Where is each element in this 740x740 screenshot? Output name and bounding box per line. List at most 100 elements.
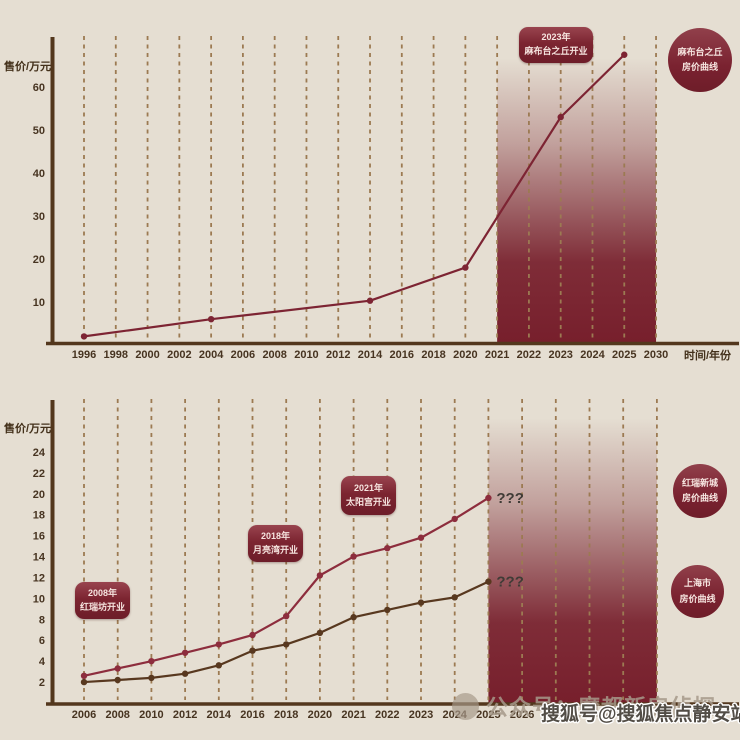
- data-point-marker: [283, 641, 290, 648]
- data-point-marker: [148, 674, 155, 682]
- wechat-watermark: 公众号：魔都新房侦探: [452, 690, 716, 722]
- event-badge-azabudai-2023: 2023年 麻布台之丘开业: [519, 27, 593, 63]
- x-tick-label: 2020: [453, 349, 477, 361]
- data-point-marker: [249, 631, 256, 639]
- data-point-marker: [114, 665, 121, 672]
- x-tick-label: 2008: [262, 349, 286, 361]
- badge-year-label: 2018年: [260, 530, 291, 541]
- y-tick-label: 10: [33, 593, 45, 605]
- x-tick-label: 1996: [72, 349, 96, 361]
- x-tick-label: 2020: [308, 709, 332, 721]
- y-tick-label: 50: [33, 125, 45, 137]
- unknown-future-value: ???: [496, 574, 524, 591]
- badge-year-label: 2008年: [87, 587, 118, 598]
- x-tick-label: 2026: [510, 709, 534, 721]
- data-point-marker: [485, 578, 492, 585]
- x-tick-label: 2010: [294, 349, 318, 361]
- y-tick-label: 20: [33, 254, 45, 266]
- top-chart-x-axis-label: 时间/年份: [684, 350, 732, 362]
- x-tick-label: 2025: [476, 709, 500, 721]
- data-point-marker: [181, 649, 189, 656]
- data-point-marker: [316, 572, 324, 579]
- legend-series-name: 上海市: [683, 578, 711, 589]
- badge-event-label: 红瑞坊开业: [79, 601, 125, 612]
- data-point-marker: [80, 678, 88, 686]
- x-tick-label: 2000: [135, 349, 159, 361]
- y-tick-label: 20: [33, 489, 45, 501]
- y-tick-label: 10: [33, 297, 45, 309]
- data-point-marker: [148, 657, 155, 665]
- y-tick-label: 30: [33, 211, 45, 223]
- x-tick-label: 2014: [207, 709, 232, 721]
- data-point-marker: [451, 594, 458, 601]
- x-tick-label: 2022: [517, 349, 541, 361]
- data-point-marker: [215, 662, 222, 669]
- event-badge-taiyanggong-2021: 2021年 太阳宫开业: [341, 476, 396, 515]
- x-tick-label: 1998: [104, 349, 128, 361]
- data-point-marker: [366, 297, 374, 304]
- data-point-marker: [384, 606, 391, 614]
- x-tick-label: 2012: [173, 709, 197, 721]
- x-tick-label: 2030: [644, 349, 668, 361]
- wechat-logo-icon: [452, 692, 479, 720]
- wechat-watermark-text: 公众号：魔都新房侦探: [486, 695, 717, 720]
- x-tick-label: 2014: [358, 349, 383, 361]
- data-point-marker: [384, 544, 391, 552]
- y-tick-label: 40: [33, 168, 45, 180]
- x-tick-label: 2023: [409, 709, 433, 721]
- y-tick-label: 60: [33, 82, 45, 94]
- y-tick-label: 6: [39, 635, 45, 647]
- top-chart-y-axis-label: 售价/万元: [4, 61, 52, 73]
- y-tick-label: 22: [33, 468, 45, 480]
- x-tick-label: 2016: [240, 709, 264, 721]
- data-point-marker: [316, 629, 324, 637]
- y-tick-label: 14: [33, 552, 46, 564]
- x-tick-label: 2025: [612, 349, 636, 361]
- y-tick-label: 4: [39, 656, 46, 668]
- x-tick-label: 2018: [274, 709, 298, 721]
- y-tick-label: 18: [33, 510, 45, 522]
- price-line: [83, 53, 626, 338]
- x-tick-label: 2004: [199, 349, 224, 361]
- x-tick-label: 2016: [390, 349, 414, 361]
- data-point-marker: [462, 264, 469, 271]
- data-point-marker: [350, 614, 357, 621]
- future-highlight-region: [488, 418, 657, 703]
- future-highlight-region: [497, 58, 657, 342]
- badge-event-label: 月亮湾开业: [252, 544, 298, 555]
- bottom-chart-y-axis-label: 售价/万元: [4, 423, 52, 435]
- x-tick-label: 2002: [167, 349, 191, 361]
- legend-series-label: 房价曲线: [679, 593, 716, 604]
- y-tick-label: 2: [39, 677, 45, 689]
- y-tick-label: 24: [33, 447, 46, 459]
- x-tick-label: 2006: [72, 709, 96, 721]
- data-point-marker: [181, 670, 189, 677]
- data-point-marker: [207, 316, 215, 323]
- data-point-marker: [80, 333, 88, 340]
- x-tick-label: 2021: [485, 349, 509, 361]
- badge-year-label: 2023年: [541, 32, 571, 43]
- legend-series-label: 房价曲线: [681, 493, 718, 503]
- x-tick-label: 2010: [139, 709, 163, 721]
- x-tick-label: 2021: [341, 709, 365, 721]
- data-point-marker: [557, 113, 564, 121]
- data-point-marker: [451, 515, 458, 523]
- data-point-marker: [621, 51, 628, 58]
- badge-event-label: 麻布台之丘开业: [524, 46, 588, 56]
- data-point-marker: [215, 641, 222, 648]
- x-tick-label: 2022: [375, 709, 399, 721]
- data-point-marker: [114, 676, 121, 684]
- x-tick-label: 2024: [580, 349, 605, 361]
- legend-circle-shanghai: 上海市 房价曲线: [671, 565, 724, 618]
- sohu-watermark-text: 搜狐号@搜狐焦点静安站: [541, 704, 740, 725]
- data-point-marker: [485, 494, 492, 502]
- legend-series-name: 红瑞新城: [681, 477, 718, 488]
- data-point-marker: [417, 599, 425, 606]
- y-tick-label: 12: [33, 572, 45, 584]
- event-badge-hongruifang-2008: 2008年 红瑞坊开业: [75, 582, 130, 619]
- legend-series-label: 房价曲线: [681, 62, 718, 72]
- badge-event-label: 太阳宫开业: [345, 496, 391, 507]
- x-tick-label: 2006: [231, 349, 255, 361]
